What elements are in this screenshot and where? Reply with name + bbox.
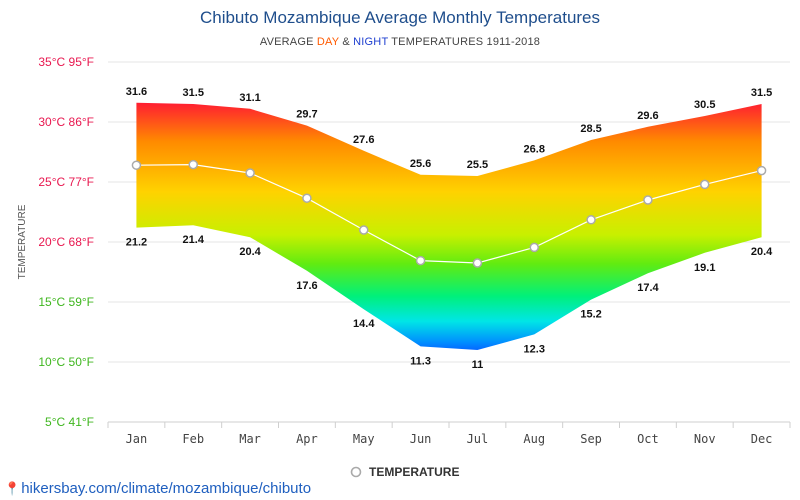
y-tick-label: 20°C 68°F [38, 235, 94, 249]
y-tick-label: 10°C 50°F [38, 355, 94, 369]
night-value-label: 21.4 [183, 234, 205, 246]
x-tick-label: Mar [239, 432, 261, 446]
night-value-label: 19.1 [694, 262, 715, 274]
day-value-label: 31.6 [126, 86, 147, 98]
line-layer [131, 159, 767, 268]
x-tick-label: Nov [694, 432, 716, 446]
area-layer [136, 102, 762, 350]
average-temperature-point [188, 159, 198, 170]
night-value-label: 11 [472, 359, 484, 371]
x-tick-label: Jan [126, 432, 148, 446]
average-temperature-point [415, 255, 426, 266]
x-tick-label: Sep [580, 432, 602, 446]
temperature-band [136, 102, 762, 350]
average-temperature-point [586, 215, 596, 225]
x-tick-label: Dec [751, 432, 773, 446]
chart-subtitle: AVERAGE DAY & NIGHT TEMPERATURES 1911-20… [0, 36, 800, 48]
axis-layer: 35°C 95°F 30°C 86°F 25°C 77°F 20°C 68°F 15°C… [17, 55, 791, 446]
average-temperature-point [529, 242, 539, 253]
y-axis-title: TEMPERATURE [17, 204, 28, 279]
subtitle-night: NIGHT [353, 36, 389, 48]
x-tick-label: Jun [410, 432, 432, 446]
legend-label: TEMPERATURE [369, 465, 459, 479]
y-tick-label: 30°C 86°F [38, 115, 94, 129]
average-temperature-point [302, 193, 312, 203]
average-temperature-point [756, 165, 767, 176]
night-value-label: 12.3 [524, 343, 545, 355]
day-value-label: 26.8 [524, 143, 545, 155]
day-value-label: 31.5 [751, 87, 772, 99]
y-tick-label: 35°C 95°F [38, 55, 94, 69]
day-value-label: 25.6 [410, 158, 431, 170]
night-value-label: 20.4 [751, 246, 773, 258]
night-value-label: 11.3 [410, 355, 431, 367]
day-value-label: 31.5 [183, 87, 204, 99]
y-tick-label: 5°C 41°F [45, 415, 94, 429]
day-value-label: 27.6 [353, 134, 374, 146]
x-tick-label: Oct [637, 432, 659, 446]
x-tick-label: Jul [467, 432, 489, 446]
x-tick-label: May [353, 432, 375, 446]
night-value-label: 21.2 [126, 237, 147, 249]
x-tick-label: Feb [182, 432, 204, 446]
day-value-label: 30.5 [694, 99, 715, 111]
y-tick-label: 15°C 59°F [38, 295, 94, 309]
average-temperature-point [700, 179, 710, 190]
average-temperature-point [643, 195, 653, 205]
subtitle-day: DAY [316, 36, 340, 48]
chart-title: Chibuto Mozambique Average Monthly Tempe… [199, 8, 601, 27]
day-value-label: 28.5 [580, 123, 601, 135]
legend: TEMPERATURE [350, 465, 459, 479]
average-temperature-point [245, 168, 255, 178]
label-layer: 31.6 31.5 31.1 29.7 27.6 25.6 25.5 26.8 28.5 29.6… [126, 86, 773, 371]
day-value-label: 29.6 [637, 110, 658, 122]
average-temperature-point [131, 160, 142, 170]
day-value-label: 31.1 [239, 92, 260, 104]
location-pin-icon: 📍 [4, 481, 21, 496]
source-url: hikersbay.com/climate/mozambique/chibuto [21, 480, 312, 497]
average-temperature-line [136, 163, 762, 264]
x-tick-label: Apr [296, 432, 318, 446]
night-value-label: 14.4 [353, 318, 375, 330]
average-temperature-point [472, 258, 483, 268]
legend-marker [350, 466, 362, 478]
night-value-label: 20.4 [239, 246, 261, 258]
y-tick-label: 25°C 77°F [38, 175, 94, 189]
night-value-label: 17.6 [296, 280, 317, 292]
night-value-label: 15.2 [580, 309, 601, 321]
subtitle-amp: & [339, 36, 354, 48]
subtitle-suffix: TEMPERATURES 1911-2018 [388, 36, 541, 48]
night-value-label: 17.4 [637, 282, 659, 294]
source-link[interactable]: 📍hikersbay.com/climate/mozambique/chibut… [4, 480, 311, 497]
day-value-label: 29.7 [296, 109, 317, 121]
average-temperature-point [359, 225, 369, 235]
subtitle-prefix: AVERAGE [259, 36, 317, 48]
x-tick-label: Aug [523, 432, 545, 446]
day-value-label: 25.5 [467, 159, 488, 171]
